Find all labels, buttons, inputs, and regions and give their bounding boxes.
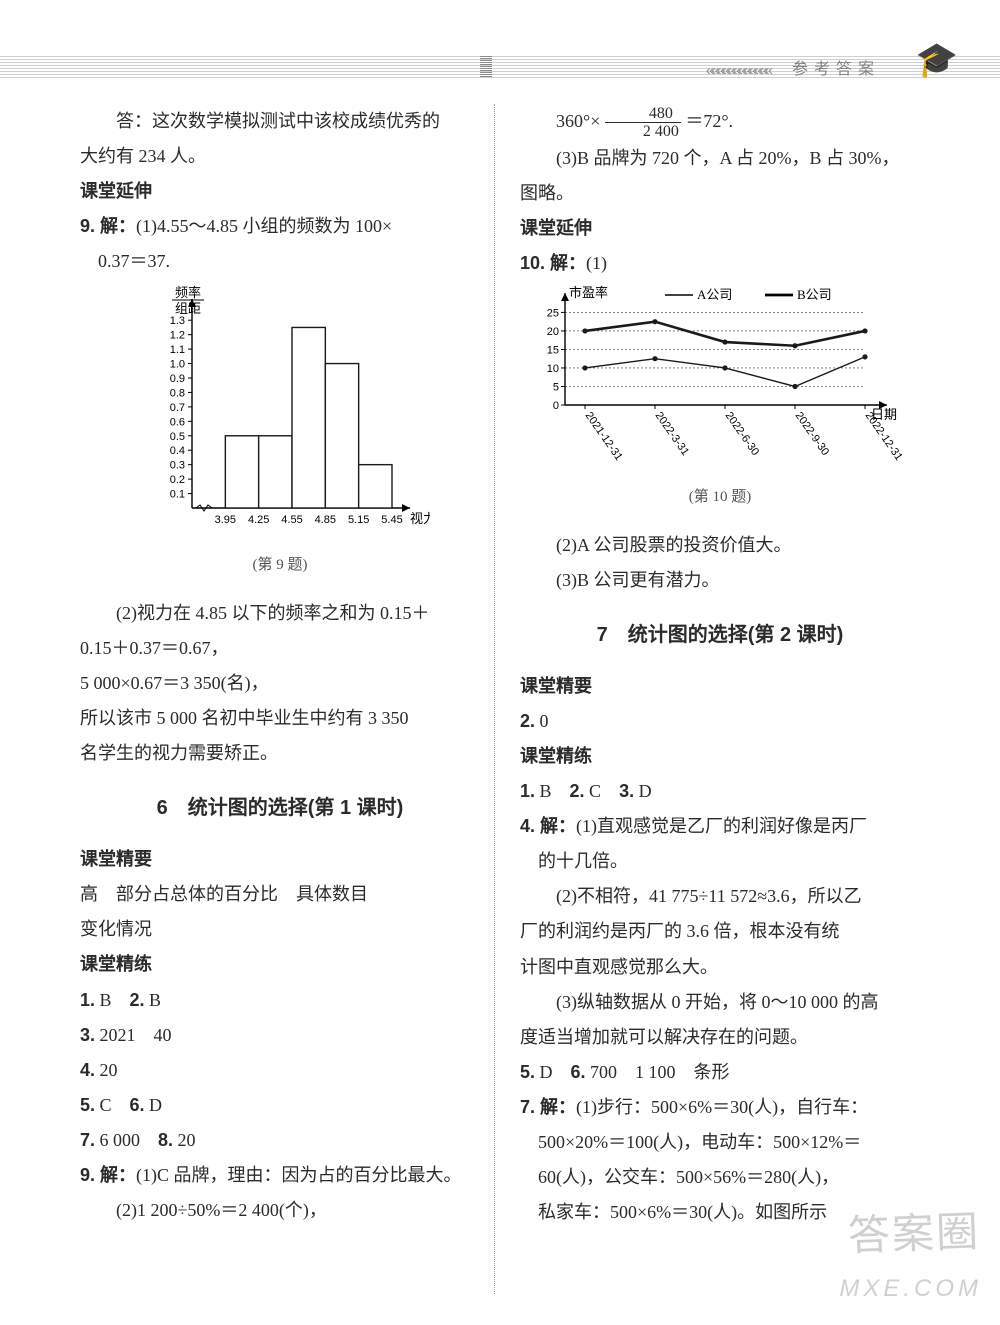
q9-caption: (第 9 题) [80, 551, 480, 580]
svg-text:0: 0 [553, 400, 559, 412]
svg-text:4.25: 4.25 [248, 514, 269, 526]
svg-text:5.15: 5.15 [348, 514, 369, 526]
header-rule-center [480, 56, 492, 78]
q9-chart: 0.1 0.2 0.3 0.4 0.5 0.6 0.7 0.8 0.9 1.0 1.1 1.2 1.3 3… [130, 283, 430, 543]
q9-p: 5 000×0.67＝3 350(名)， [80, 666, 480, 701]
svg-text:A公司: A公司 [697, 287, 732, 302]
q9-text: 9. 解：9. 解：(1)4.55～4.85 小组的频数为 100×(1)4.5… [80, 209, 480, 244]
svg-text:组距: 组距 [175, 301, 201, 316]
svg-text:0.3: 0.3 [170, 460, 185, 472]
svg-text:B公司: B公司 [797, 287, 832, 302]
section-6-title: 6 统计图的选择(第 1 课时) [80, 789, 480, 828]
svg-text:0.2: 0.2 [170, 475, 185, 487]
right-column: 360°× 480 2 400 ＝72°. (3)B 品牌为 720 个，A 占… [520, 104, 920, 1230]
svg-text:1.2: 1.2 [170, 330, 185, 342]
r2: 2. 0 [520, 704, 920, 739]
answer-text: 大约有 234 人。 [80, 139, 480, 174]
q10-2: (2)A 公司股票的投资价值大。 [520, 528, 920, 563]
q4-text: (2)不相符，41 775÷11 572≈3.6，所以乙 [520, 879, 920, 914]
section-heading: 课堂延伸 [520, 211, 920, 246]
q10-label: 10. 解：(1) [520, 246, 920, 281]
q7-text: 7. 解：(1)步行：500×6%＝30(人)，自行车： [520, 1090, 920, 1125]
svg-text:5: 5 [553, 382, 559, 394]
svg-text:4.85: 4.85 [315, 514, 336, 526]
fill-blank: 变化情况 [80, 912, 480, 947]
frac-pre: 360°× [556, 111, 600, 131]
q9-text: 0.37＝37. [80, 244, 480, 279]
svg-text:0.6: 0.6 [170, 417, 185, 429]
q9-p: 所以该市 5 000 名初中毕业生中约有 3 350 [80, 701, 480, 736]
header-chevrons: «««««««««««« [706, 56, 770, 85]
svg-text:1.3: 1.3 [170, 316, 185, 328]
answers-line: 5. C 6. D [80, 1088, 480, 1123]
section-heading: 课堂精要 [520, 669, 920, 704]
section-heading: 课堂精练 [520, 739, 920, 774]
fill-blank: 高 部分占总体的百分比 具体数目 [80, 877, 480, 912]
svg-text:2021-12-31: 2021-12-31 [583, 410, 625, 463]
answers-line: 4. 20 [80, 1053, 480, 1088]
fraction: 480 2 400 [605, 105, 681, 141]
svg-text:视力: 视力 [410, 511, 430, 526]
q9-p: 名学生的视力需要矫正。 [80, 736, 480, 771]
header-label: 参考答案 [792, 54, 880, 85]
q4-text: 的十几倍。 [520, 844, 920, 879]
q7-text: 60(人)，公交车：500×56%＝280(人)， [520, 1160, 920, 1195]
frac-line: 360°× 480 2 400 ＝72°. [520, 104, 920, 141]
q10-caption: (第 10 题) [520, 483, 920, 512]
svg-text:2022-3-31: 2022-3-31 [653, 410, 692, 458]
svg-text:0.8: 0.8 [170, 388, 185, 400]
section-heading: 课堂延伸 [80, 174, 480, 209]
answer-text: 答：这次数学模拟测试中该校成绩优秀的 [80, 104, 480, 139]
svg-text:0.7: 0.7 [170, 402, 185, 414]
column-separator [494, 104, 495, 1294]
section-heading: 课堂精练 [80, 947, 480, 982]
q10-chart: 0 5 10 15 20 25 2021-12-31 2022-3-31 2022-6-30 20… [525, 285, 915, 475]
q4-text: 厂的利润约是丙厂的 3.6 倍，根本没有统 [520, 914, 920, 949]
svg-text:2022-9-30: 2022-9-30 [793, 410, 832, 458]
q9c-text: (2)1 200÷50%＝2 400(个)， [80, 1193, 480, 1228]
q4-text: 度适当增加就可以解决存在的问题。 [520, 1020, 920, 1055]
svg-text:日期: 日期 [871, 407, 897, 422]
q10-3: (3)B 公司更有潜力。 [520, 563, 920, 598]
answers-line: 1. B 2. C 3. D [520, 774, 920, 809]
svg-text:1.1: 1.1 [170, 345, 185, 357]
svg-text:0.5: 0.5 [170, 431, 185, 443]
r3: (3)B 品牌为 720 个，A 占 20%，B 占 30%， [520, 141, 920, 176]
section-heading: 课堂精要 [80, 842, 480, 877]
svg-text:2022-6-30: 2022-6-30 [723, 410, 762, 458]
cap-icon: 🎓 [916, 28, 958, 94]
svg-text:市盈率: 市盈率 [569, 285, 608, 300]
svg-text:1.0: 1.0 [170, 359, 185, 371]
svg-text:频率: 频率 [175, 285, 201, 300]
svg-text:0.9: 0.9 [170, 373, 185, 385]
q9-p: (2)视力在 4.85 以下的频率之和为 0.15＋ [80, 596, 480, 631]
q9-p: 0.15＋0.37＝0.67， [80, 631, 480, 666]
svg-text:4.55: 4.55 [281, 514, 302, 526]
q7-text: 私家车：500×6%＝30(人)。如图所示 [520, 1195, 920, 1230]
svg-text:15: 15 [547, 345, 559, 357]
svg-text:10: 10 [547, 363, 559, 375]
section-7-title: 7 统计图的选择(第 2 课时) [520, 616, 920, 655]
svg-text:25: 25 [547, 308, 559, 320]
q4-text: 计图中直观感觉那么大。 [520, 950, 920, 985]
svg-text:3.95: 3.95 [215, 514, 236, 526]
frac-den: 2 400 [605, 123, 681, 141]
answers-line: 5. D 6. 700 1 100 条形 [520, 1055, 920, 1090]
r3b: 图略。 [520, 176, 920, 211]
frac-num: 480 [605, 105, 681, 124]
svg-text:0.1: 0.1 [170, 489, 185, 501]
q9c-text: 9. 解：(1)C 品牌，理由：因为占的百分比最大。 [80, 1158, 480, 1193]
svg-text:0.4: 0.4 [170, 446, 185, 458]
answers-line: 1. B 2. B [80, 983, 480, 1018]
answers-line: 7. 6 000 8. 20 [80, 1123, 480, 1158]
q7-text: 500×20%＝100(人)，电动车：500×12%＝ [520, 1125, 920, 1160]
watermark-url: MXE.COM [839, 1266, 982, 1313]
answers-line: 3. 2021 40 [80, 1018, 480, 1053]
svg-text:5.45: 5.45 [381, 514, 402, 526]
svg-text:20: 20 [547, 326, 559, 338]
left-column: 答：这次数学模拟测试中该校成绩优秀的 大约有 234 人。 课堂延伸 9. 解：… [80, 104, 480, 1228]
frac-post: ＝72°. [685, 111, 733, 131]
q4-text: (3)纵轴数据从 0 开始，将 0～10 000 的高 [520, 985, 920, 1020]
q4-text: 4. 解：(1)直观感觉是乙厂的利润好像是丙厂 [520, 809, 920, 844]
